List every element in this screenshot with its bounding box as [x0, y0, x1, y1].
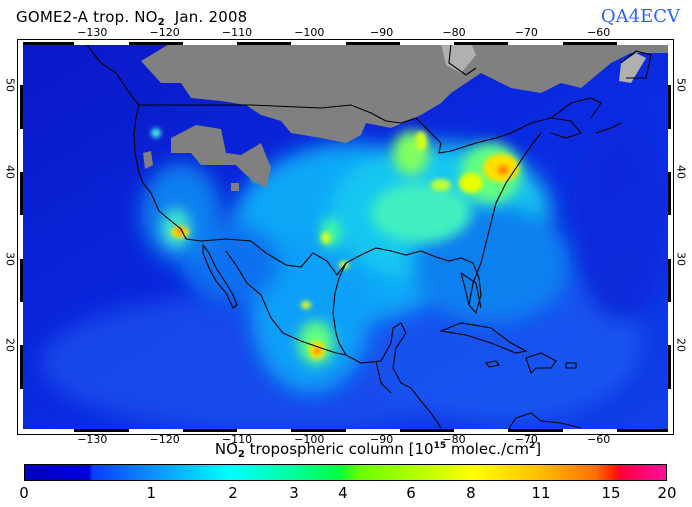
lon-tick-label: −120	[149, 26, 180, 39]
top-lon-ticks: −130 −120 −110 −100 −90 −80 −70 −60	[20, 26, 671, 40]
lat-tick-label: 20	[674, 338, 688, 353]
lat-tick-label: 40	[674, 165, 688, 179]
lat-tick-label: 40	[3, 165, 17, 179]
colorbar	[24, 464, 667, 481]
coastlines	[85, 43, 652, 431]
lon-tick-label: −130	[77, 433, 108, 446]
colorbar-tick-label: 3	[289, 484, 299, 502]
lat-tick-label: 30	[674, 251, 688, 266]
lon-tick-label: −100	[294, 26, 325, 39]
map-outer-frame	[17, 39, 674, 435]
colorbar-tick-label: 15	[601, 484, 621, 502]
map-panel	[20, 42, 671, 432]
no2-map	[21, 43, 670, 431]
lat-tick-label: 30	[3, 251, 17, 266]
colorbar-tick-label: 2	[228, 484, 238, 502]
colorbar-tick-label: 20	[657, 484, 677, 502]
title-date: Jan. 2008	[164, 8, 248, 26]
no-data-regions	[141, 43, 670, 191]
colorbar-tick-label: 11	[531, 484, 551, 502]
colorbar-tick-label: 6	[406, 484, 416, 502]
lon-tick-label: −90	[370, 26, 394, 39]
lon-tick-label: −60	[587, 433, 611, 446]
lon-tick-label: −100	[294, 433, 325, 446]
left-lat-ticks: 50 40 30 20	[3, 42, 17, 432]
colorbar-tick-label: 8	[466, 484, 476, 502]
map-title: GOME2-A trop. NO2 Jan. 2008	[16, 8, 247, 28]
colorbar-tick-label: 4	[338, 484, 348, 502]
colorbar-label: NO2 tropospheric column [1015 molec./cm2…	[214, 440, 542, 460]
bottom-lon-ticks: −130 −120 −110 −100 −90 −80 −70 −60	[20, 433, 671, 447]
colorbar-tick-label: 1	[146, 484, 157, 502]
lon-tick-label: −130	[77, 26, 108, 39]
title-text: GOME2-A trop. NO	[16, 8, 158, 26]
lon-tick-label: −110	[221, 26, 253, 39]
bottom-scale-bar	[20, 429, 671, 432]
lat-tick-label: 50	[3, 78, 17, 93]
lon-tick-label: −60	[587, 26, 611, 39]
right-scale-bar	[668, 42, 671, 432]
lon-tick-label: −110	[221, 433, 253, 446]
lon-tick-label: −70	[514, 26, 538, 39]
lon-tick-label: −80	[442, 26, 466, 39]
lat-tick-label: 20	[3, 338, 17, 353]
title-subscript: 2	[157, 17, 165, 28]
colorbar-ticks: 0 1 2 3 4 6 8 11 15 20	[19, 484, 676, 502]
lon-tick-label: −120	[149, 433, 180, 446]
lon-tick-label: −80	[442, 433, 466, 446]
lon-tick-label: −90	[370, 433, 394, 446]
right-lat-ticks: 50 40 30 20	[674, 42, 688, 432]
lon-tick-label: −70	[514, 433, 538, 446]
lat-tick-label: 50	[674, 78, 688, 93]
top-scale-bar	[20, 42, 671, 45]
colorbar-tick-label: 0	[19, 484, 29, 502]
left-scale-bar	[20, 42, 23, 432]
brand-label: QA4ECV	[600, 6, 680, 27]
